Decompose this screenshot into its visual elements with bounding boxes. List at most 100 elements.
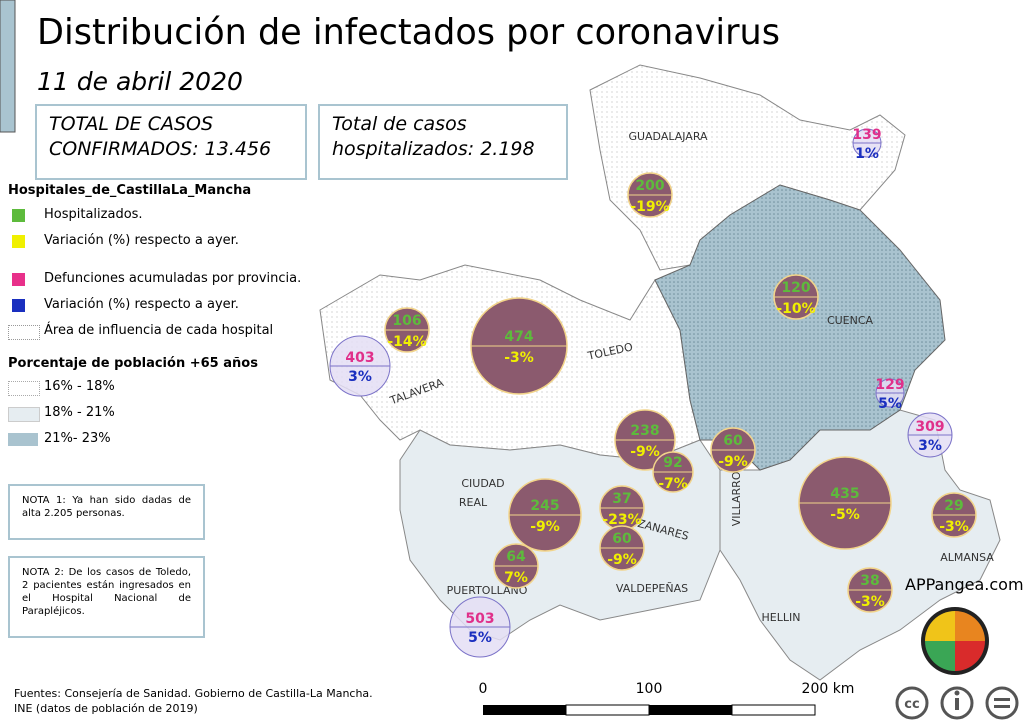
license-icon-glyph [994, 698, 1010, 701]
deaths-change: 5% [468, 630, 492, 646]
total-cases-box: TOTAL DE CASOS CONFIRMADOS: 13.456 [35, 104, 307, 180]
license-text: cc [904, 697, 919, 712]
logo-piece [955, 611, 985, 641]
hospital-count: 106 [392, 313, 421, 329]
place-label: ALMANSA [940, 551, 994, 564]
note: NOTA 1: Ya han sido dadas de alta 2.205 … [8, 484, 205, 540]
legend-item: Defunciones acumuladas por provincia. [44, 271, 302, 286]
legend-item: Variación (%) respecto a ayer. [44, 297, 239, 312]
deaths-count: 139 [852, 127, 881, 143]
place-label: HELLIN [762, 611, 801, 624]
hospital-count: 38 [860, 573, 879, 589]
population-item: 16% - 18% [44, 379, 115, 394]
logo-piece [955, 641, 985, 671]
population-item: 21%- 23% [44, 431, 111, 446]
legend-item: Hospitalizados. [44, 207, 143, 222]
header-bar [0, 0, 16, 133]
legend-item: Variación (%) respecto a ayer. [44, 233, 239, 248]
hospital-change: -9% [607, 552, 637, 568]
hospital-count: 29 [944, 498, 963, 514]
logo [921, 607, 989, 675]
scale-segment [565, 704, 650, 716]
hospital-count: 92 [663, 455, 682, 471]
deaths-change: 1% [855, 146, 879, 162]
license-icon-glyph [955, 698, 959, 710]
box-line: TOTAL DE CASOS [49, 113, 214, 135]
deaths-count: 309 [915, 419, 944, 435]
credit: APPangea.com [905, 575, 1024, 594]
deaths-count: 403 [345, 350, 374, 366]
place-label: REAL [459, 496, 488, 509]
scale-segment [731, 704, 816, 716]
deaths-change: 3% [348, 369, 372, 385]
population-swatch [8, 407, 40, 422]
scale-label: 0 [479, 681, 488, 697]
legend-title: Hospitales_de_CastillaLa_Mancha [8, 183, 252, 198]
hospital-change: -3% [855, 594, 885, 610]
hospital-count: 60 [612, 531, 632, 547]
logo-piece [925, 611, 955, 641]
hospital-change: -7% [658, 476, 688, 492]
source: Fuentes: Consejería de Sanidad. Gobierno… [14, 687, 373, 700]
logo-piece [925, 641, 955, 671]
hospitalized-box: Total de casos hospitalizados: 2.198 [318, 104, 568, 180]
place-label: VALDEPEÑAS [616, 582, 688, 595]
hospital-change: -9% [630, 444, 660, 460]
population-title: Porcentaje de población +65 años [8, 356, 258, 371]
license-icon [985, 686, 1019, 720]
deaths-count: 503 [465, 611, 494, 627]
license-icon [895, 686, 929, 720]
title: Distribución de infectados por coronavir… [37, 12, 780, 53]
legend-swatch [12, 209, 25, 222]
legend-swatch [12, 273, 25, 286]
scale-segment [483, 705, 566, 715]
place-label: GUADALAJARA [628, 130, 708, 143]
scale-label: 200 km [802, 681, 855, 697]
legend-swatch [12, 299, 25, 312]
note: NOTA 2: De los casos de Toledo, 2 pacien… [8, 556, 205, 638]
box-line: CONFIRMADOS: 13.456 [49, 138, 272, 160]
hospital-change: -23% [602, 512, 641, 528]
hospital-change: -19% [630, 199, 669, 215]
legend-swatch [12, 235, 25, 248]
hospital-count: 238 [630, 423, 659, 439]
population-swatch [8, 381, 40, 396]
box-line: hospitalizados: 2.198 [332, 138, 535, 160]
hospital-count: 435 [830, 486, 859, 502]
legend-swatch [8, 325, 40, 340]
box-line: Total de casos [332, 113, 467, 135]
hospital-change: -3% [939, 519, 969, 535]
place-label: PUERTOLLANO [447, 584, 528, 597]
hospital-change: -9% [530, 519, 560, 535]
population-swatch [8, 433, 38, 446]
hospital-count: 120 [781, 280, 810, 296]
hospital-count: 37 [612, 491, 631, 507]
hospital-count: 200 [635, 178, 664, 194]
place-label: CIUDAD [461, 477, 504, 490]
population-item: 18% - 21% [44, 405, 115, 420]
license-icon-glyph [954, 690, 960, 696]
deaths-count: 129 [875, 377, 904, 393]
deaths-change: 5% [878, 396, 902, 412]
source: INE (datos de población de 2019) [14, 702, 198, 715]
hospital-change: 7% [504, 570, 528, 586]
hospital-count: 60 [723, 433, 743, 449]
place-label: CUENCA [827, 314, 874, 327]
scale-label: 100 [636, 681, 663, 697]
province-cuenca [654, 184, 946, 471]
date: 11 de abril 2020 [37, 67, 243, 96]
scale-bar [483, 704, 816, 716]
hospital-count: 64 [506, 549, 526, 565]
hospital-count: 474 [504, 329, 533, 345]
legend-item: Área de influencia de cada hospital [44, 323, 274, 338]
hospital-change: -10% [776, 301, 815, 317]
hospital-change: -3% [504, 350, 534, 366]
deaths-change: 3% [918, 438, 942, 454]
hospital-change: -14% [387, 334, 426, 350]
hospital-count: 245 [530, 498, 559, 514]
scale-segment [649, 705, 732, 715]
hospital-change: -9% [718, 454, 748, 470]
license-icon-glyph [994, 705, 1010, 708]
